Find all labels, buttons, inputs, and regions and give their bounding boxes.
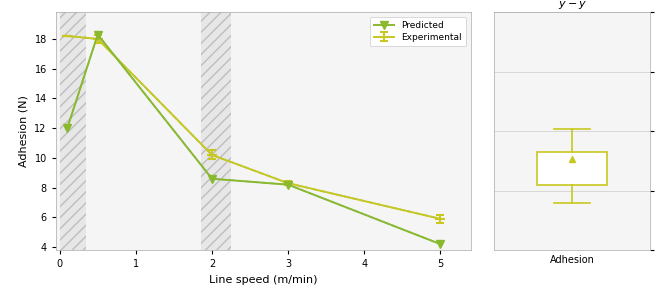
- Title: $\hat{y} - y$: $\hat{y} - y$: [558, 0, 587, 12]
- Bar: [60, 12, 86, 250]
- X-axis label: Line speed (m/min): Line speed (m/min): [209, 275, 317, 285]
- Predicted: [436, 242, 444, 246]
- Predicted: [63, 126, 71, 130]
- PathPatch shape: [537, 152, 607, 185]
- Line: Predicted: Predicted: [64, 31, 444, 248]
- Predicted: [284, 183, 292, 187]
- Bar: [200, 12, 231, 250]
- Predicted: [208, 177, 216, 181]
- Predicted: [94, 33, 102, 36]
- Y-axis label: Adhesion (N): Adhesion (N): [19, 95, 29, 167]
- Legend: Predicted, Experimental: Predicted, Experimental: [370, 17, 466, 46]
